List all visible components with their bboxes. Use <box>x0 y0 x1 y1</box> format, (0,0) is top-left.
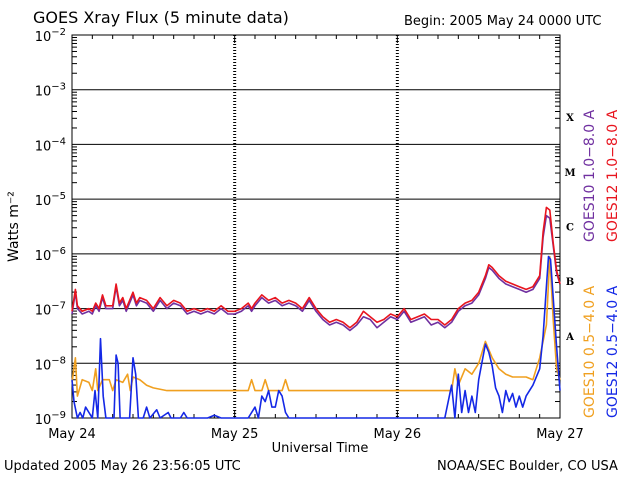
plot-frame <box>71 34 561 419</box>
flare-class-label: M <box>564 168 575 179</box>
flare-class-label: C <box>566 223 574 234</box>
y-tick-label: 10−2 <box>35 27 66 45</box>
x-axis-label: Universal Time <box>271 441 369 456</box>
series-line <box>71 214 561 332</box>
y-tick-label: 10−8 <box>35 355 66 373</box>
begin-timestamp: Begin: 2005 May 24 0000 UTC <box>404 14 602 29</box>
legend-goes10-short: GOES10 0.5−4.0 A <box>582 285 598 418</box>
y-tick-label: 10−6 <box>35 246 66 264</box>
y-tick-label: 10−4 <box>35 136 66 154</box>
updated-timestamp: Updated 2005 May 26 23:56:05 UTC <box>4 459 241 474</box>
credit-text: NOAA/SEC Boulder, CO USA <box>437 459 618 474</box>
flare-class-label: X <box>566 113 574 124</box>
y-tick-label: 10−9 <box>35 410 66 428</box>
x-tick-label: May 24 <box>48 427 96 442</box>
series-line <box>71 206 561 329</box>
series-line <box>71 255 561 397</box>
chart-title: GOES Xray Flux (5 minute data) <box>33 8 289 27</box>
x-tick-label: May 26 <box>374 427 422 442</box>
series-line <box>71 255 561 419</box>
y-tick-label: 10−3 <box>35 82 66 100</box>
legend-goes12-long: GOES12 1.0−8.0 A <box>605 109 621 242</box>
y-tick-label: 10−5 <box>35 191 66 209</box>
y-tick-label: 10−7 <box>35 301 66 319</box>
legend-goes12-short: GOES12 0.5−4.0 A <box>605 285 621 418</box>
flare-class-label: B <box>566 277 574 288</box>
flare-class-label: A <box>565 332 574 343</box>
x-tick-label: May 25 <box>211 427 259 442</box>
x-tick-label: May 27 <box>536 427 584 442</box>
y-axis-label: Watts m⁻² <box>6 191 22 262</box>
legend-goes10-long: GOES10 1.0−8.0 A <box>582 109 598 242</box>
